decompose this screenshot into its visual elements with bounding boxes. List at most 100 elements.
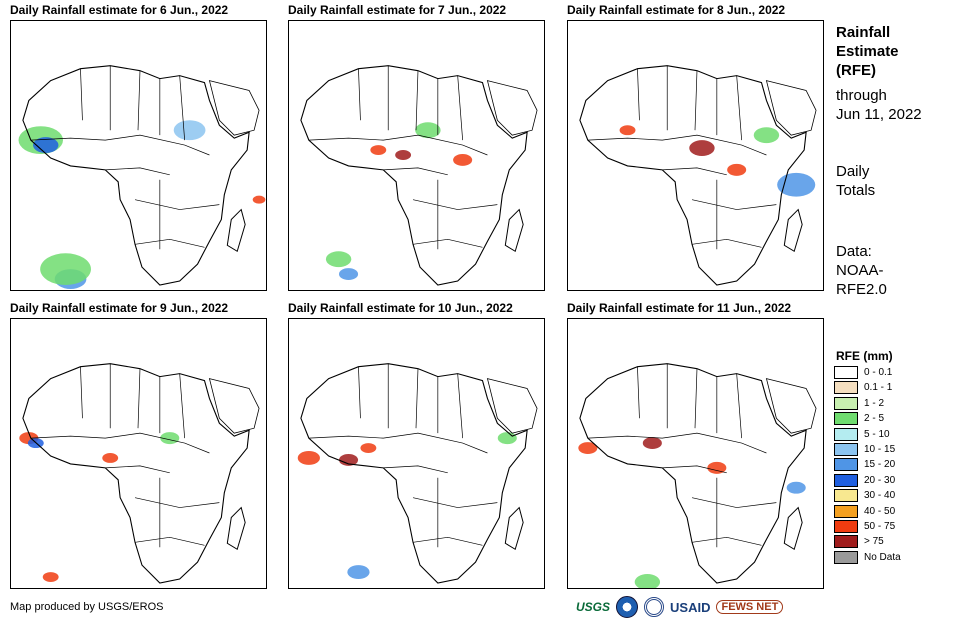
- madagascar-outline: [783, 208, 803, 253]
- legend-swatch: [834, 489, 858, 503]
- africa-outline: [22, 65, 250, 286]
- rain-blob: [453, 154, 473, 166]
- rain-blob: [325, 251, 352, 268]
- legend-label: > 75: [864, 536, 884, 548]
- data-line-2: NOAA-: [836, 262, 884, 279]
- heading-block: Rainfall Estimate (RFE): [836, 23, 899, 80]
- data-line-3: RFE2.0: [836, 281, 887, 298]
- rain-blob: [40, 253, 91, 285]
- rain-blob: [33, 137, 59, 154]
- legend-title: RFE (mm): [836, 349, 893, 363]
- legend-label: 5 - 10: [864, 428, 890, 440]
- logo-strip: USGS USAID FEWS NET: [576, 596, 784, 618]
- panel-title: Daily Rainfall estimate for 11 Jun., 202…: [567, 301, 792, 315]
- data-line-1: Data:: [836, 243, 872, 260]
- legend-label: 10 - 15: [864, 444, 896, 455]
- rain-blob: [347, 565, 370, 580]
- through-line-1: through: [836, 87, 887, 104]
- noaa-logo-icon: [616, 596, 639, 618]
- fewsnet-logo: FEWS NET: [716, 600, 784, 614]
- africa-outline: [300, 65, 528, 286]
- legend-label: 20 - 30: [864, 474, 896, 486]
- arabia-outline: [486, 378, 538, 434]
- rain-blob: [297, 451, 320, 465]
- rain-blob: [707, 461, 727, 474]
- panel-title: Daily Rainfall estimate for 10 Jun., 202…: [288, 301, 513, 315]
- rain-blob: [173, 120, 206, 141]
- map-panel-6: Daily Rainfall estimate for 11 Jun., 202…: [567, 301, 825, 591]
- legend-swatch: [834, 473, 858, 487]
- country-borders: [308, 363, 498, 548]
- rainfall-map: [288, 20, 545, 291]
- rain-blob: [370, 145, 387, 156]
- map-panel-5: Daily Rainfall estimate for 10 Jun., 202…: [288, 301, 546, 591]
- arabia-outline: [208, 378, 260, 434]
- country-borders: [308, 65, 498, 250]
- usgs-logo: USGS: [576, 600, 611, 614]
- map-panel-4: Daily Rainfall estimate for 9 Jun., 2022: [10, 301, 268, 591]
- totals-line-1: Daily: [836, 163, 870, 180]
- madagascar-outline: [504, 208, 524, 253]
- africa-map-svg: [18, 65, 266, 289]
- rain-blob: [415, 122, 441, 139]
- legend-label: 15 - 20: [864, 459, 896, 471]
- panel-title: Daily Rainfall estimate for 9 Jun., 2022: [10, 301, 229, 315]
- africa-map-svg: [300, 65, 538, 286]
- legend-swatch: [834, 366, 858, 379]
- africa-map-svg: [579, 65, 817, 286]
- rain-blob: [252, 195, 266, 204]
- rain-blob: [497, 432, 517, 445]
- country-borders: [30, 65, 220, 250]
- africa-map-svg: [297, 363, 538, 584]
- africa-outline: [579, 65, 807, 286]
- rain-blob: [360, 443, 377, 454]
- rainfall-map: [10, 20, 267, 291]
- africa-outline: [22, 363, 250, 584]
- through-block: through Jun 11, 2022: [836, 86, 922, 124]
- legend-label: 0 - 0.1: [864, 367, 893, 378]
- rain-blob: [642, 437, 662, 450]
- africa-map-svg: [578, 363, 817, 588]
- through-line-2: Jun 11, 2022: [836, 106, 922, 123]
- legend-swatch: [834, 412, 858, 426]
- seal-logo-icon: [644, 597, 665, 617]
- arabia-outline: [208, 80, 260, 136]
- rain-blob: [339, 453, 359, 466]
- rainfall-map: [567, 318, 824, 589]
- legend-swatch: [834, 520, 858, 533]
- madagascar-outline: [226, 208, 246, 253]
- rain-blob: [727, 163, 747, 176]
- rain-blob: [578, 442, 598, 454]
- madagascar-outline: [504, 506, 524, 551]
- rainfall-map: [288, 318, 545, 589]
- rain-blob: [395, 150, 412, 160]
- legend-label: 50 - 75: [864, 521, 896, 532]
- panel-title: Daily Rainfall estimate for 6 Jun., 2022: [10, 3, 229, 17]
- rain-blob: [634, 574, 661, 588]
- legend-label: 1 - 2: [864, 397, 885, 409]
- madagascar-outline: [783, 506, 803, 551]
- legend-swatch: [834, 535, 858, 549]
- totals-block: Daily Totals: [836, 162, 875, 200]
- rain-blob: [786, 481, 806, 494]
- country-borders: [587, 65, 777, 250]
- rainfall-map: [567, 20, 824, 291]
- map-panel-3: Daily Rainfall estimate for 8 Jun., 2022: [567, 3, 825, 293]
- heading-line-2: Estimate: [836, 43, 899, 60]
- rain-blob: [753, 127, 780, 144]
- africa-outline: [579, 363, 807, 584]
- legend-swatch: [834, 550, 858, 564]
- rain-blob: [777, 172, 816, 197]
- arabia-outline: [765, 378, 817, 434]
- legend-swatch: [834, 396, 858, 410]
- panel-title: Daily Rainfall estimate for 8 Jun., 2022: [567, 3, 786, 17]
- legend-swatch: [834, 443, 858, 456]
- legend-swatch: [834, 504, 858, 518]
- legend-label: No Data: [864, 551, 901, 563]
- country-borders: [587, 363, 777, 548]
- arabia-outline: [765, 80, 817, 136]
- legend-label: 0.1 - 1: [864, 382, 893, 394]
- usaid-logo: USAID: [670, 599, 711, 615]
- data-source-block: Data: NOAA- RFE2.0: [836, 242, 887, 299]
- legend-swatch: [834, 381, 858, 395]
